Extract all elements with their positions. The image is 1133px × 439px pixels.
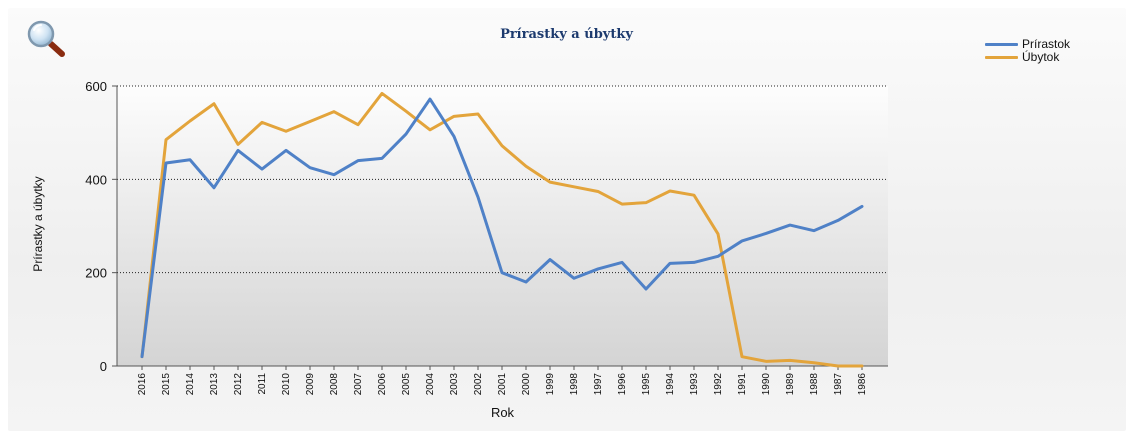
x-tick-label: 1986 <box>857 373 868 396</box>
x-tick-label: 1993 <box>689 373 700 396</box>
x-tick-label: 1996 <box>617 373 628 396</box>
x-tick-label: 2015 <box>161 373 172 396</box>
y-tick-label: 0 <box>100 359 107 374</box>
x-tick-label: 2001 <box>497 373 508 396</box>
x-tick-label: 2012 <box>233 373 244 396</box>
y-tick-label: 400 <box>85 172 107 187</box>
y-tick-label: 200 <box>85 266 107 281</box>
x-tick-label: 1995 <box>641 373 652 396</box>
x-tick-label: 1988 <box>809 373 820 396</box>
x-tick-label: 2007 <box>353 373 364 396</box>
x-tick-label: 2013 <box>209 373 220 396</box>
series-line-ubytok <box>140 91 864 368</box>
legend-label: Prírastok <box>1022 37 1071 51</box>
x-tick-label: 1991 <box>737 373 748 396</box>
x-tick-label: 1999 <box>545 373 556 396</box>
x-tick-label: 2003 <box>449 373 460 396</box>
chart-legend: Prírastok Úbytok <box>985 38 1070 64</box>
series-line-prirastok <box>140 97 864 359</box>
legend-swatch <box>985 43 1018 46</box>
x-axis-title: Rok <box>491 405 515 420</box>
x-tick-label: 2008 <box>329 373 340 396</box>
x-tick-label: 2011 <box>257 373 268 395</box>
legend-label: Úbytok <box>1022 50 1060 64</box>
chart-title: Prírastky a úbytky <box>500 27 633 42</box>
legend-swatch <box>985 56 1018 59</box>
y-axis-title: Prírastky a úbytky <box>31 176 45 271</box>
x-tick-label: 2000 <box>521 373 532 396</box>
x-tick-label: 2002 <box>473 373 484 396</box>
legend-item[interactable]: Úbytok <box>985 51 1070 64</box>
plot-area <box>117 86 888 366</box>
x-tick-label: 1987 <box>833 373 844 396</box>
x-tick-label: 1998 <box>569 373 580 396</box>
magnifier-icon <box>27 20 65 57</box>
x-tick-label: 2006 <box>377 373 388 396</box>
x-tick-label: 2009 <box>305 373 316 396</box>
x-tick-label: 2004 <box>425 373 436 396</box>
x-tick-label: 2010 <box>281 373 292 396</box>
x-tick-label: 1997 <box>593 373 604 396</box>
x-tick-label: 1994 <box>665 373 676 396</box>
x-tick-label: 1989 <box>785 373 796 396</box>
zoom-button[interactable] <box>22 18 70 58</box>
y-tick-label: 600 <box>85 79 107 94</box>
x-tick-label: 2014 <box>185 373 196 396</box>
legend-item[interactable]: Prírastok <box>985 38 1070 51</box>
x-tick-label: 2016 <box>137 373 148 396</box>
x-tick-label: 1990 <box>761 373 772 396</box>
x-tick-label: 2005 <box>401 373 412 396</box>
x-tick-label: 1992 <box>713 373 724 396</box>
